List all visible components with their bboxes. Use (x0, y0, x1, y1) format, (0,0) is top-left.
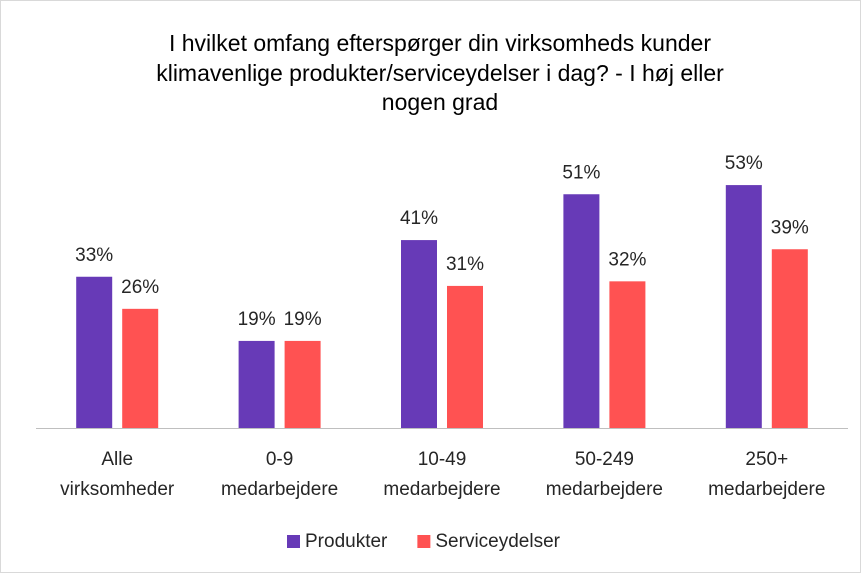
chart-title: klimavenlige produkter/serviceydelser i … (156, 60, 724, 86)
bar (238, 340, 275, 428)
data-label: 53% (725, 153, 763, 174)
data-label: 39% (771, 217, 809, 238)
data-label: 33% (75, 245, 113, 266)
bar (122, 308, 159, 428)
bar (76, 276, 113, 428)
data-label: 31% (446, 254, 484, 275)
legend-swatch (417, 535, 431, 548)
x-tick-label: 10-49 (418, 449, 467, 470)
legend-label: Produkter (305, 531, 388, 552)
bar (401, 240, 437, 428)
x-tick-label: 250+ (745, 449, 788, 470)
bar (609, 281, 646, 428)
data-label: 51% (562, 162, 600, 183)
data-label: 32% (608, 249, 646, 270)
bar (284, 340, 321, 428)
x-tick-label: medarbejdere (708, 479, 825, 500)
x-tick-label: virksomheder (60, 479, 175, 500)
data-label: 26% (121, 277, 159, 298)
legend-label: Serviceydelser (435, 531, 560, 552)
chart-title: nogen grad (382, 89, 498, 115)
data-label: 19% (284, 309, 322, 330)
data-label: 41% (400, 208, 438, 229)
x-tick-label: medarbejdere (546, 479, 663, 500)
chart-title: I hvilket omfang efterspørger din virkso… (169, 30, 711, 56)
x-tick-label: 50-249 (575, 449, 634, 470)
bar (725, 185, 762, 428)
x-tick-label: Alle (101, 449, 133, 470)
legend-swatch (287, 535, 300, 548)
x-tick-label: 0-9 (266, 449, 293, 470)
x-tick-label: medarbejdere (383, 479, 500, 500)
bar (563, 194, 600, 428)
data-label: 19% (238, 309, 276, 330)
x-tick-label: medarbejdere (221, 479, 338, 500)
bar (447, 285, 483, 428)
bar (771, 249, 808, 428)
